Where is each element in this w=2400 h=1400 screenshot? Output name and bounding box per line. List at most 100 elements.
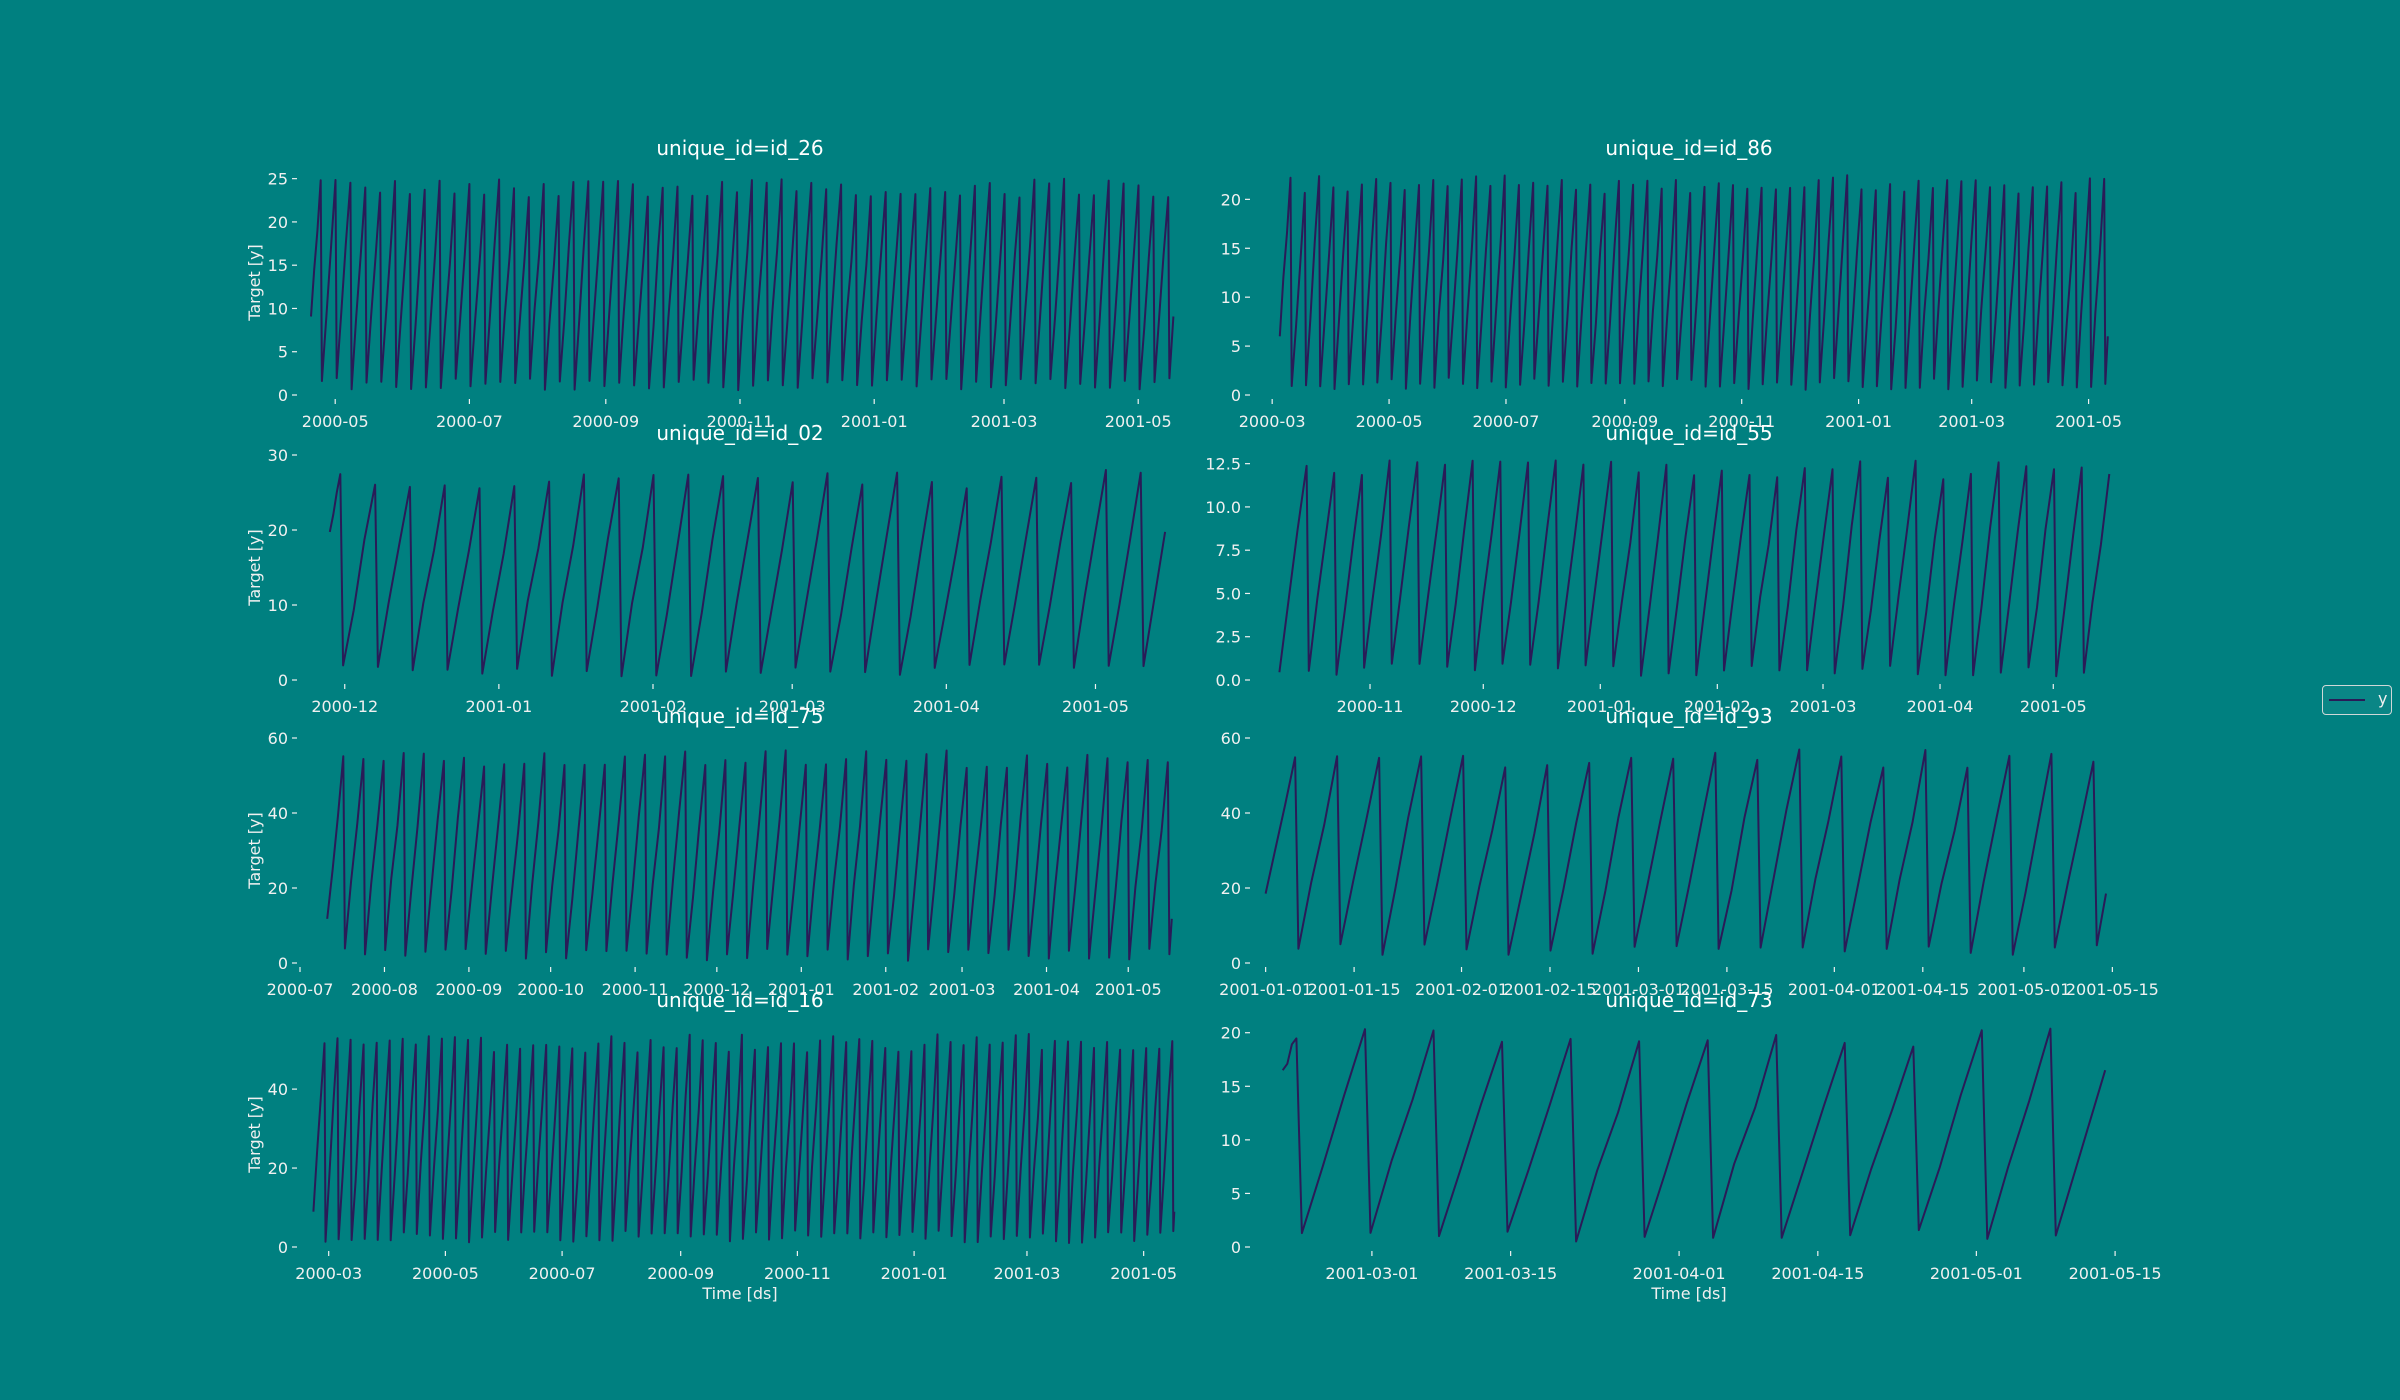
y-tick-label: 40: [268, 804, 288, 823]
x-tick-label: 2001-04: [1907, 697, 1974, 716]
y-tick-label: 12.5: [1205, 455, 1241, 474]
chart-title: unique_id=id_75: [656, 704, 823, 728]
x-tick-label: 2001-03: [1938, 412, 2005, 431]
y-tick-label: 10: [268, 299, 288, 318]
legend-line-swatch: [2329, 699, 2365, 701]
x-tick-label: 2001-03: [759, 697, 826, 716]
x-tick-label: 2000-05: [412, 1264, 479, 1283]
y-tick-label: 60: [268, 729, 288, 748]
x-tick-label: 2001-01: [881, 1264, 948, 1283]
x-tick-label: 2001-02-01: [1415, 980, 1508, 999]
x-tick-label: 2001-03-01: [1592, 980, 1685, 999]
y-tick-label: 15: [1221, 1077, 1241, 1096]
x-tick-label: 2001-01: [841, 412, 908, 431]
legend-label: y: [2378, 689, 2388, 708]
x-tick-label: 2001-05: [1062, 697, 1129, 716]
x-tick-label: 2000-12: [311, 697, 378, 716]
x-tick-label: 2000-08: [351, 980, 418, 999]
x-tick-label: 2001-02-15: [1503, 980, 1596, 999]
x-tick-label: 2001-04-01: [1633, 1264, 1726, 1283]
y-tick-label: 5: [1231, 337, 1241, 356]
x-tick-label: 2000-07: [529, 1264, 596, 1283]
y-axis-label: Target [y]: [245, 244, 264, 322]
y-tick-label: 0: [1231, 1238, 1241, 1257]
x-tick-label: 2001-03: [994, 1264, 1061, 1283]
y-tick-label: 0.0: [1216, 671, 1241, 690]
x-tick-label: 2000-09: [435, 980, 502, 999]
x-tick-label: 2001-01-15: [1308, 980, 1401, 999]
x-tick-label: 2000-07: [1473, 412, 1540, 431]
y-tick-label: 20: [1221, 190, 1241, 209]
y-tick-label: 0: [278, 954, 288, 973]
y-tick-label: 5: [278, 343, 288, 362]
x-tick-label: 2000-11: [764, 1264, 831, 1283]
y-tick-label: 20: [268, 1159, 288, 1178]
x-tick-label: 2001-05: [1110, 1264, 1177, 1283]
x-tick-label: 2001-03-15: [1464, 1264, 1557, 1283]
chart-title: unique_id=id_02: [656, 421, 823, 445]
x-tick-label: 2001-03-01: [1325, 1264, 1418, 1283]
x-tick-label: 2001-05-15: [2069, 1264, 2162, 1283]
chart-title: unique_id=id_16: [656, 988, 823, 1012]
x-tick-label: 2000-10: [517, 980, 584, 999]
x-tick-label: 2001-01-01: [1219, 980, 1312, 999]
y-axis-label: Target [y]: [245, 529, 264, 607]
y-tick-label: 10: [1221, 288, 1241, 307]
y-tick-label: 0: [278, 671, 288, 690]
y-tick-label: 15: [1221, 239, 1241, 258]
x-tick-label: 2001-02: [620, 697, 687, 716]
x-tick-label: 2001-04-15: [1771, 1264, 1864, 1283]
x-tick-label: 2001-05-01: [1930, 1264, 2023, 1283]
series-line-y: [312, 1033, 1176, 1244]
y-tick-label: 20: [268, 879, 288, 898]
series-line-y: [1278, 459, 2111, 678]
x-tick-label: 2001-03: [971, 412, 1038, 431]
y-tick-label: 40: [268, 1080, 288, 1099]
x-tick-label: 2001-05: [2020, 697, 2087, 716]
y-tick-label: 20: [268, 521, 288, 540]
x-tick-label: 2000-09: [572, 412, 639, 431]
x-tick-label: 2001-04-15: [1876, 980, 1969, 999]
y-tick-label: 30: [268, 446, 288, 465]
y-tick-label: 25: [268, 170, 288, 189]
x-tick-label: 2001-05: [2055, 412, 2122, 431]
x-tick-label: 2001-05: [1095, 980, 1162, 999]
chart-title: unique_id=id_26: [656, 136, 823, 160]
x-tick-label: 2000-12: [683, 980, 750, 999]
chart-title: unique_id=id_86: [1605, 136, 1772, 160]
x-tick-label: 2001-03: [929, 980, 996, 999]
series-line-y: [1281, 1027, 2107, 1243]
series-line-y: [310, 177, 1175, 392]
x-axis-label: Time [ds]: [1650, 1284, 1726, 1303]
y-tick-label: 7.5: [1216, 541, 1241, 560]
y-tick-label: 20: [1221, 1024, 1241, 1043]
x-tick-label: 2000-12: [1450, 697, 1517, 716]
legend: y: [2322, 685, 2392, 715]
x-tick-label: 2000-09: [1591, 412, 1658, 431]
x-tick-label: 2000-07: [436, 412, 503, 431]
x-tick-label: 2000-11: [602, 980, 669, 999]
chart-title: unique_id=id_93: [1605, 704, 1772, 728]
x-tick-label: 2000-09: [647, 1264, 714, 1283]
x-tick-label: 2000-05: [1356, 412, 1423, 431]
x-tick-label: 2001-03: [1790, 697, 1857, 716]
chart-title: unique_id=id_73: [1605, 988, 1772, 1012]
x-axis-label: Time [ds]: [701, 1284, 777, 1303]
x-tick-label: 2001-01: [465, 697, 532, 716]
x-tick-label: 2001-01: [768, 980, 835, 999]
y-tick-label: 0: [278, 386, 288, 405]
y-tick-label: 2.5: [1216, 628, 1241, 647]
x-tick-label: 2001-01: [1825, 412, 1892, 431]
x-tick-label: 2000-07: [267, 980, 334, 999]
x-tick-label: 2001-04: [1013, 980, 1080, 999]
series-line-y: [1278, 174, 2109, 391]
y-tick-label: 20: [1221, 879, 1241, 898]
x-tick-label: 2001-05-15: [2066, 980, 2159, 999]
x-tick-label: 2000-11: [1708, 412, 1775, 431]
x-tick-label: 2001-04: [913, 697, 980, 716]
y-tick-label: 60: [1221, 729, 1241, 748]
y-tick-label: 5: [1231, 1184, 1241, 1203]
x-tick-label: 2001-02: [852, 980, 919, 999]
y-tick-label: 15: [268, 256, 288, 275]
